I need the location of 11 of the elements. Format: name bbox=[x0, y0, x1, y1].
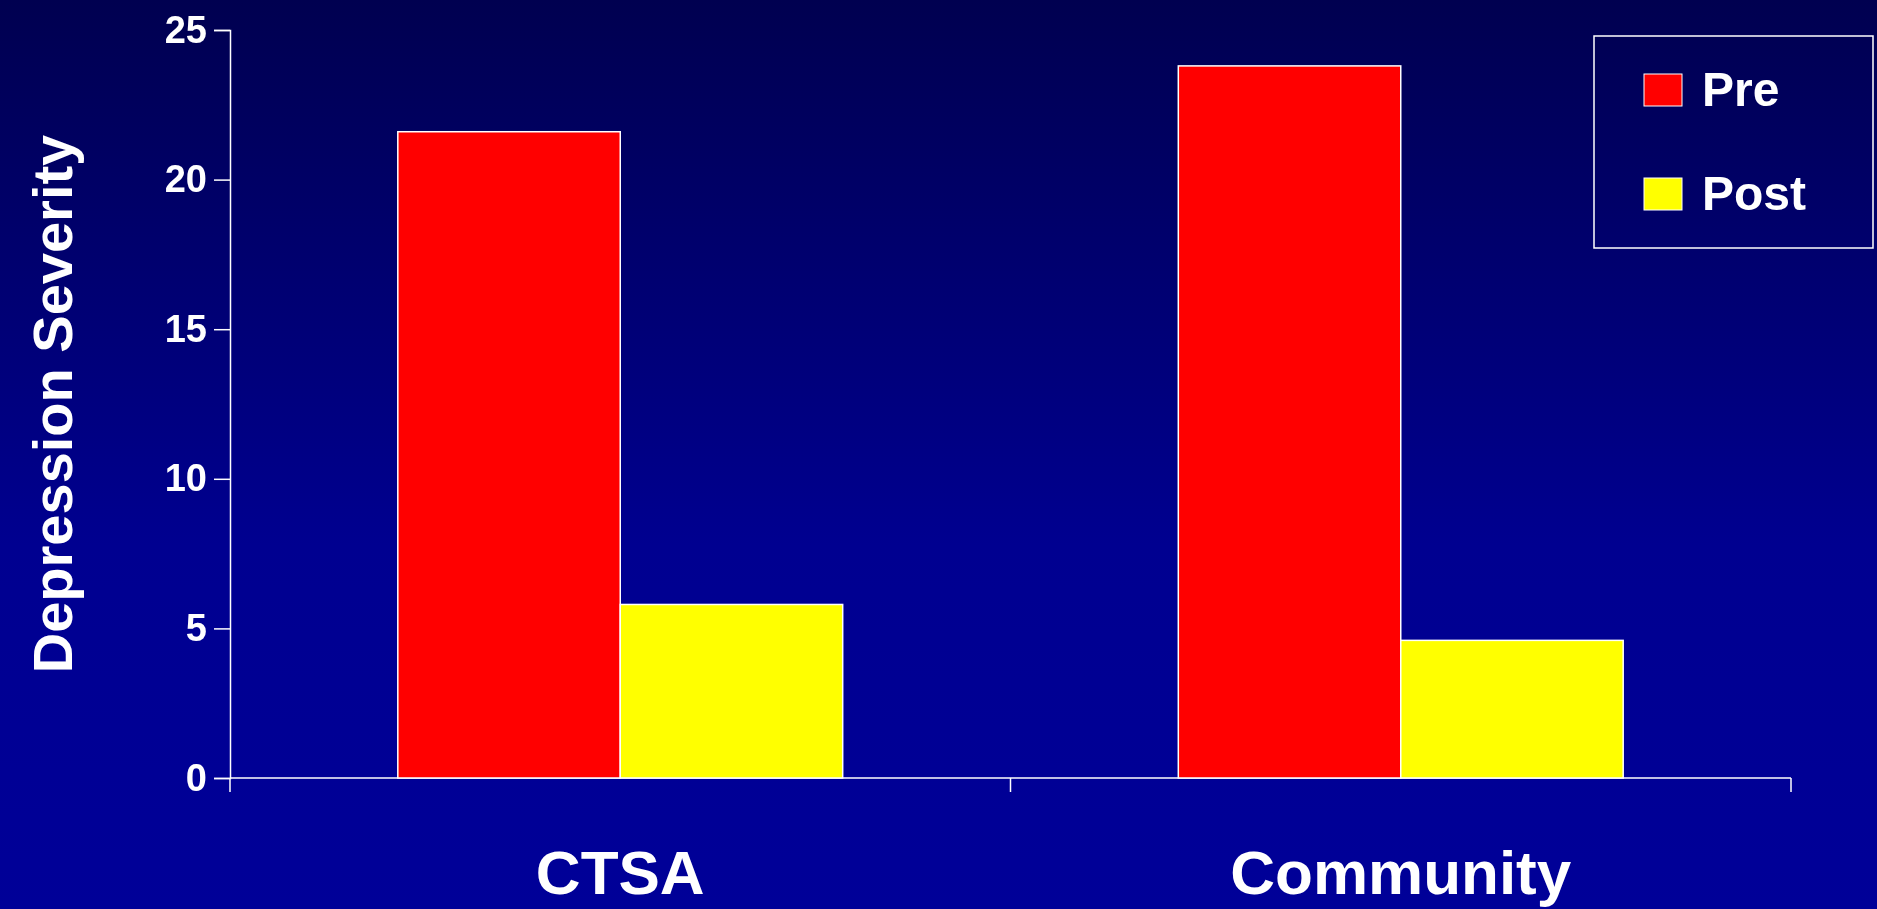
y-tick-label: 5 bbox=[185, 607, 207, 650]
y-tick-label: 25 bbox=[164, 8, 207, 51]
y-tick-label: 20 bbox=[164, 158, 207, 201]
y-tick-label: 10 bbox=[164, 457, 207, 500]
y-tick-label: 15 bbox=[164, 307, 207, 350]
legend-label: Pre bbox=[1702, 63, 1780, 116]
legend-label: Post bbox=[1702, 167, 1807, 220]
y-axis-title: Depression Severity bbox=[21, 134, 84, 674]
x-tick-label: Community bbox=[1230, 838, 1572, 907]
y-tick-label: 0 bbox=[185, 756, 207, 799]
x-tick-label: CTSA bbox=[535, 838, 705, 907]
